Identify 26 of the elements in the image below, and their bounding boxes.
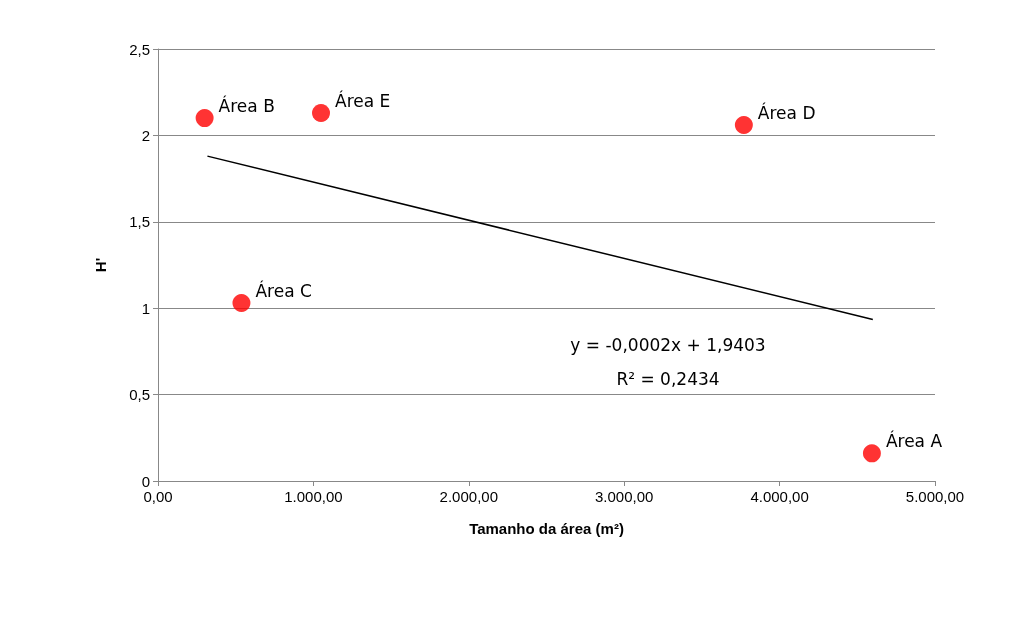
annotation: Área E [335,89,391,111]
y-tick-label: 1,5 [129,213,150,231]
point [195,109,214,128]
point [232,294,251,313]
annotation: Área A [885,430,943,452]
x-tick-label: 5.000,00 [905,488,965,505]
y-tick-label: 0 [141,472,150,490]
x-tick-label: 3.000,00 [595,488,654,505]
point [734,116,753,135]
y-tick-label: 2,5 [129,40,150,58]
x-tick-label: 0,00 [143,488,173,505]
point [862,444,881,463]
y-tick-label: 0,5 [129,386,150,404]
x-tick-label: 1.000,00 [284,488,343,505]
y-tick-label: 1 [141,299,150,317]
x-axis-title: Tamanho da área (m²) [469,520,624,537]
annotation: Área B [218,95,275,117]
annotation: R² = 0,2434 [616,369,720,389]
annotation: Área C [255,280,312,302]
x-tick-label: 4.000,00 [750,488,809,505]
annotation: y = -0,0002x + 1,9403 [570,335,766,355]
y-axis-title: H' [92,257,109,273]
x-tick-label: 2.000,00 [439,488,498,505]
annotation: Área D [757,102,816,124]
y-tick-label: 2 [141,126,150,144]
point [312,103,331,122]
